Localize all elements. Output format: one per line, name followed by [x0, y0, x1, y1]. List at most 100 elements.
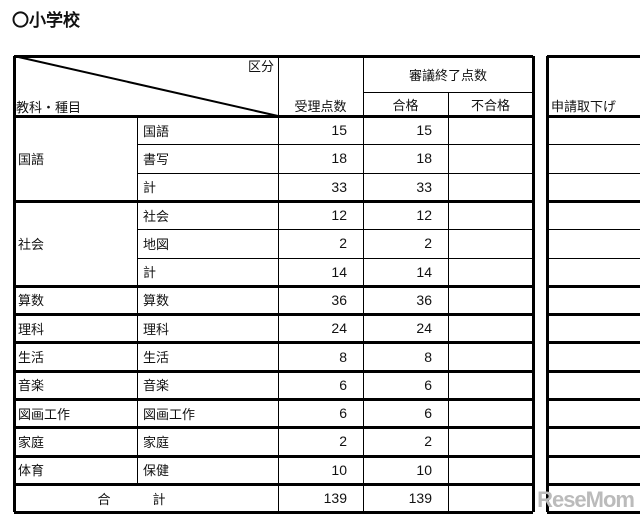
- item-cell: 社会: [143, 209, 170, 225]
- passed-cell: 10: [416, 461, 432, 478]
- total-received: 139: [323, 490, 347, 507]
- item-cell: 図画工作: [143, 407, 196, 423]
- passed-cell: 36: [416, 291, 432, 308]
- table-border: [13, 56, 16, 513]
- subject-cell: 家庭: [18, 435, 45, 451]
- table-border: [137, 257, 533, 259]
- subject-cell: 国語: [18, 152, 45, 168]
- table-border: [547, 199, 640, 203]
- table-border: [278, 56, 279, 513]
- table-border: [14, 199, 533, 203]
- passed-cell: 2: [424, 433, 432, 450]
- table-border: [546, 56, 549, 513]
- received-cell: 8: [339, 348, 347, 365]
- passed-cell: 6: [424, 405, 432, 422]
- table-border: [448, 92, 449, 513]
- item-cell: 音楽: [143, 379, 170, 395]
- table-border: [547, 454, 640, 458]
- item-cell: 保健: [143, 464, 170, 480]
- table-border: [14, 511, 533, 515]
- header-subject: 教科・種目: [16, 100, 82, 116]
- received-cell: 15: [331, 122, 347, 139]
- received-cell: 6: [339, 405, 347, 422]
- header-reviewed: 審議終了点数: [408, 68, 487, 84]
- table-border: [14, 482, 533, 486]
- item-cell: 計: [143, 181, 157, 197]
- table-border: [547, 398, 640, 401]
- table-border: [14, 284, 533, 288]
- passed-cell: 2: [424, 235, 432, 252]
- total-label: 合: [97, 492, 111, 508]
- received-cell: 36: [331, 291, 347, 308]
- page-title: 〇小学校: [12, 11, 80, 31]
- subject-cell: 体育: [18, 464, 45, 480]
- subject-cell: 図画工作: [18, 407, 71, 423]
- table-border: [547, 426, 640, 430]
- received-cell: 10: [331, 461, 347, 478]
- item-cell: 理科: [143, 322, 170, 338]
- received-cell: 33: [331, 178, 347, 195]
- item-cell: 家庭: [143, 435, 170, 451]
- item-cell: 生活: [143, 351, 170, 367]
- subject-cell: 生活: [18, 351, 45, 367]
- table-border: [547, 369, 640, 373]
- header-withdrawn: 申請取下げ: [551, 99, 617, 115]
- subject-cell: 音楽: [18, 379, 45, 395]
- table-border: [137, 172, 533, 174]
- item-cell: 算数: [143, 294, 170, 310]
- item-cell: 国語: [143, 124, 170, 140]
- table-border: [547, 482, 640, 486]
- table-border: [14, 398, 533, 401]
- header-category: 区分: [247, 60, 274, 75]
- header-passed: 合格: [392, 98, 419, 114]
- table-border: [547, 144, 640, 146]
- table-border: [547, 172, 640, 174]
- table-border: [547, 341, 640, 345]
- table-border: [547, 511, 640, 515]
- resemom-watermark-logo: ReseMom: [537, 487, 635, 512]
- table-border: [14, 369, 533, 373]
- table-border: [137, 144, 533, 146]
- table-border: [547, 257, 640, 259]
- header-failed: 不合格: [470, 98, 510, 114]
- table-border: [14, 454, 533, 458]
- received-cell: 14: [331, 263, 347, 280]
- received-cell: 24: [331, 320, 347, 337]
- received-cell: 2: [339, 433, 347, 450]
- table-border: [137, 229, 533, 231]
- subject-cell: 社会: [18, 237, 45, 253]
- table-border: [532, 56, 535, 513]
- passed-cell: 18: [416, 150, 432, 167]
- table-border: [14, 55, 533, 58]
- table-border: [14, 426, 533, 430]
- table-border: [14, 115, 533, 118]
- passed-cell: 8: [424, 348, 432, 365]
- received-cell: 2: [339, 235, 347, 252]
- table-border: [547, 229, 640, 231]
- table-border: [547, 284, 640, 288]
- table-border: [547, 313, 640, 317]
- received-cell: 6: [339, 376, 347, 393]
- passed-cell: 14: [416, 263, 432, 280]
- passed-cell: 12: [416, 207, 432, 224]
- table-border: [14, 313, 533, 317]
- table-border: [363, 56, 364, 513]
- passed-cell: 15: [416, 122, 432, 139]
- item-cell: 書写: [143, 152, 170, 168]
- subject-cell: 理科: [18, 322, 45, 338]
- total-label: 計: [152, 492, 166, 508]
- table-border: [137, 116, 138, 484]
- item-cell: 地図: [143, 237, 170, 253]
- received-cell: 12: [331, 207, 347, 224]
- subject-cell: 算数: [18, 294, 45, 310]
- received-cell: 18: [331, 150, 347, 167]
- table-border: [14, 341, 533, 345]
- table-border: [547, 115, 640, 118]
- passed-cell: 24: [416, 320, 432, 337]
- item-cell: 計: [143, 266, 157, 282]
- passed-cell: 33: [416, 178, 432, 195]
- table-border: [547, 55, 640, 58]
- passed-cell: 6: [424, 376, 432, 393]
- total-passed: 139: [408, 490, 432, 507]
- header-received: 受理点数: [294, 99, 347, 115]
